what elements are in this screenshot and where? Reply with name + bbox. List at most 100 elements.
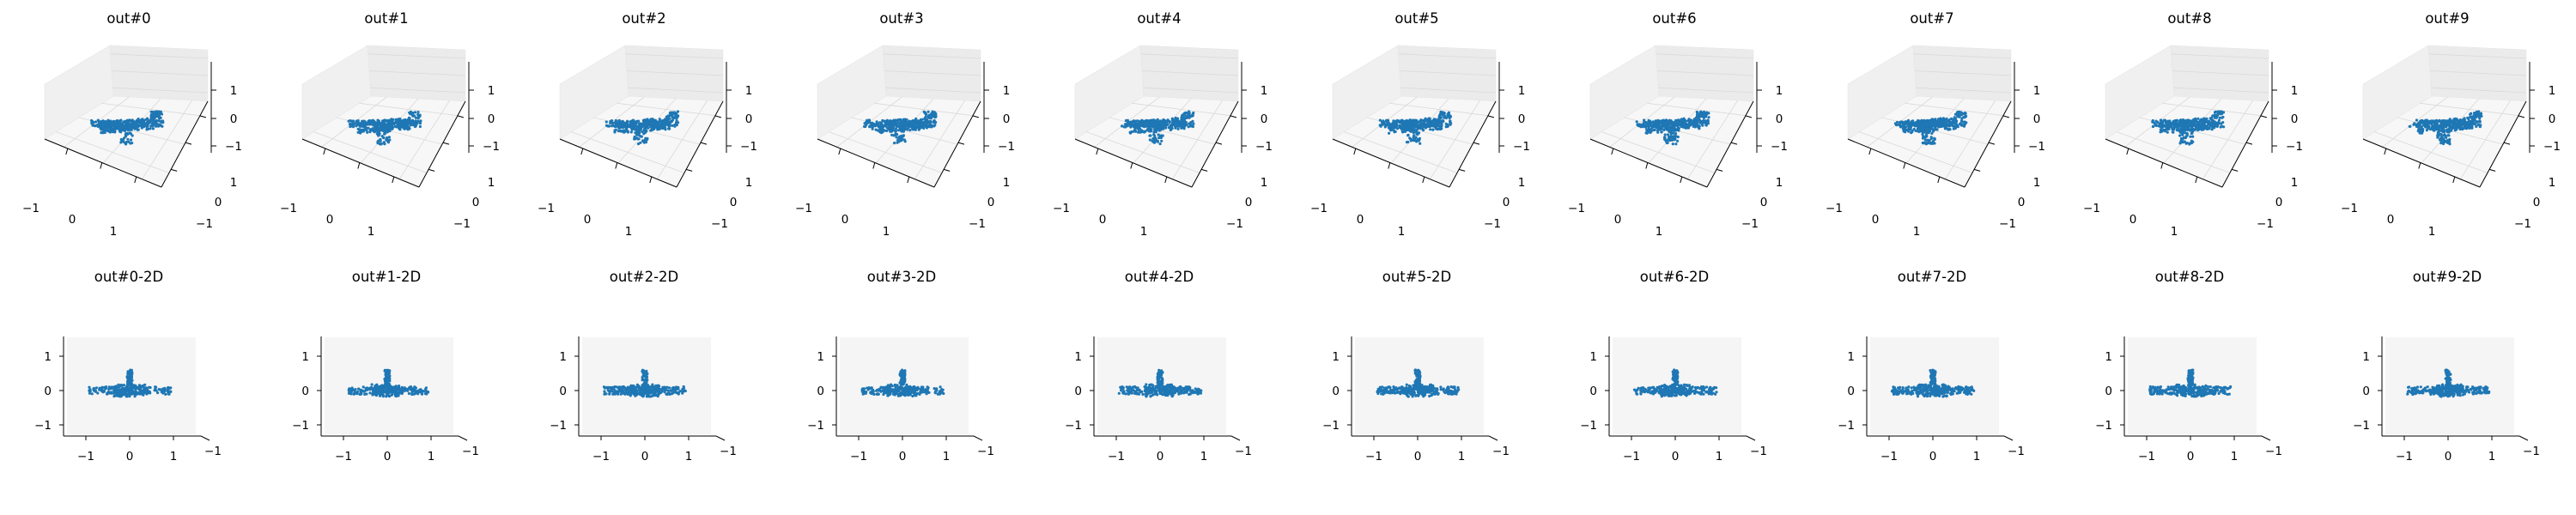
data-point (374, 130, 377, 133)
data-point (609, 121, 612, 124)
data-point (2181, 141, 2184, 144)
z-tick-label: 1 (2033, 84, 2041, 98)
data-point (907, 124, 911, 127)
y-tick-label: −1 (2514, 217, 2531, 231)
data-point (1660, 130, 1663, 134)
data-point (1158, 142, 1162, 146)
data-point (2185, 131, 2189, 135)
data-point (396, 124, 399, 127)
data-point (1929, 127, 1933, 130)
data-point (1656, 130, 1660, 134)
y-tick-label: 0 (301, 385, 309, 398)
data-point (1157, 124, 1161, 128)
data-point (908, 129, 912, 132)
data-point (2174, 118, 2178, 123)
data-point (410, 119, 415, 123)
data-point (2221, 124, 2224, 128)
data-point (903, 140, 907, 143)
data-point (661, 118, 665, 123)
data-point (927, 120, 931, 124)
data-point (1443, 114, 1447, 118)
data-point (629, 130, 633, 134)
data-point (386, 136, 389, 140)
data-point (2202, 117, 2206, 120)
data-point (119, 141, 123, 144)
data-point (1428, 117, 1431, 120)
y-tick-mark (1745, 115, 1753, 118)
y-tick-label: 0 (987, 196, 995, 209)
data-point (117, 122, 120, 125)
data-point (122, 389, 125, 393)
data-point (2447, 134, 2451, 137)
data-point (105, 120, 108, 124)
data-point (1168, 120, 1171, 124)
data-point (2158, 122, 2161, 125)
x-tick-mark (1388, 162, 1391, 169)
data-point (1167, 126, 1170, 130)
data-point (672, 116, 676, 120)
y-tick-mark (1473, 142, 1480, 145)
x-tick-mark (2452, 176, 2456, 184)
data-point (1702, 121, 1705, 124)
data-point (1414, 136, 1418, 139)
data-point (622, 125, 625, 129)
data-point (127, 392, 131, 396)
data-point (2189, 135, 2192, 138)
data-point (139, 388, 143, 391)
data-point (914, 122, 917, 125)
data-point (2172, 123, 2175, 126)
data-point (664, 128, 667, 131)
z-tick-label: 1 (2549, 84, 2556, 98)
y-tick-mark (2002, 115, 2010, 118)
data-point (2433, 127, 2437, 130)
data-point (1405, 127, 1409, 130)
y-tick-label: 0 (44, 385, 52, 398)
data-point (2442, 141, 2445, 144)
data-point (674, 112, 677, 115)
data-point (404, 121, 408, 124)
data-point (1904, 120, 1907, 124)
y-tick-label: −1 (2257, 217, 2274, 231)
data-point (1160, 121, 1163, 124)
data-point (409, 124, 413, 127)
data-point (1177, 124, 1181, 128)
x-tick-label: 0 (384, 450, 392, 464)
data-point (359, 128, 362, 131)
data-point (1386, 120, 1389, 124)
data-point (2159, 124, 2162, 129)
data-point (933, 124, 937, 127)
data-point (918, 126, 921, 130)
data-point (2444, 134, 2447, 137)
data-point (626, 119, 629, 123)
data-point (1418, 138, 1421, 142)
data-point (1388, 127, 1392, 131)
data-point (867, 118, 872, 122)
data-point (1941, 117, 1946, 120)
data-point (1156, 118, 1159, 122)
data-point (105, 123, 108, 126)
data-point (649, 118, 653, 122)
data-point (413, 111, 417, 114)
data-point (379, 142, 382, 146)
data-point (383, 120, 386, 124)
data-point (1674, 142, 1678, 146)
data-point (2184, 142, 2188, 145)
data-point (145, 125, 149, 129)
data-point (137, 384, 141, 387)
data-point (386, 126, 389, 130)
data-point (671, 118, 674, 122)
data-point (1913, 123, 1917, 127)
data-point (2166, 130, 2169, 134)
data-point (1671, 142, 1674, 146)
x-tick-mark (907, 176, 910, 184)
panel-2d-1: out#1-2D−1−1 0 1−101 (292, 269, 479, 464)
data-point (1954, 120, 1958, 124)
data-point (2455, 118, 2458, 121)
data-point (139, 122, 143, 125)
data-point (2475, 124, 2478, 128)
z-tick-label: 1 (1776, 84, 1783, 98)
data-point (1677, 120, 1681, 124)
data-point (131, 391, 134, 395)
data-point (152, 112, 155, 116)
